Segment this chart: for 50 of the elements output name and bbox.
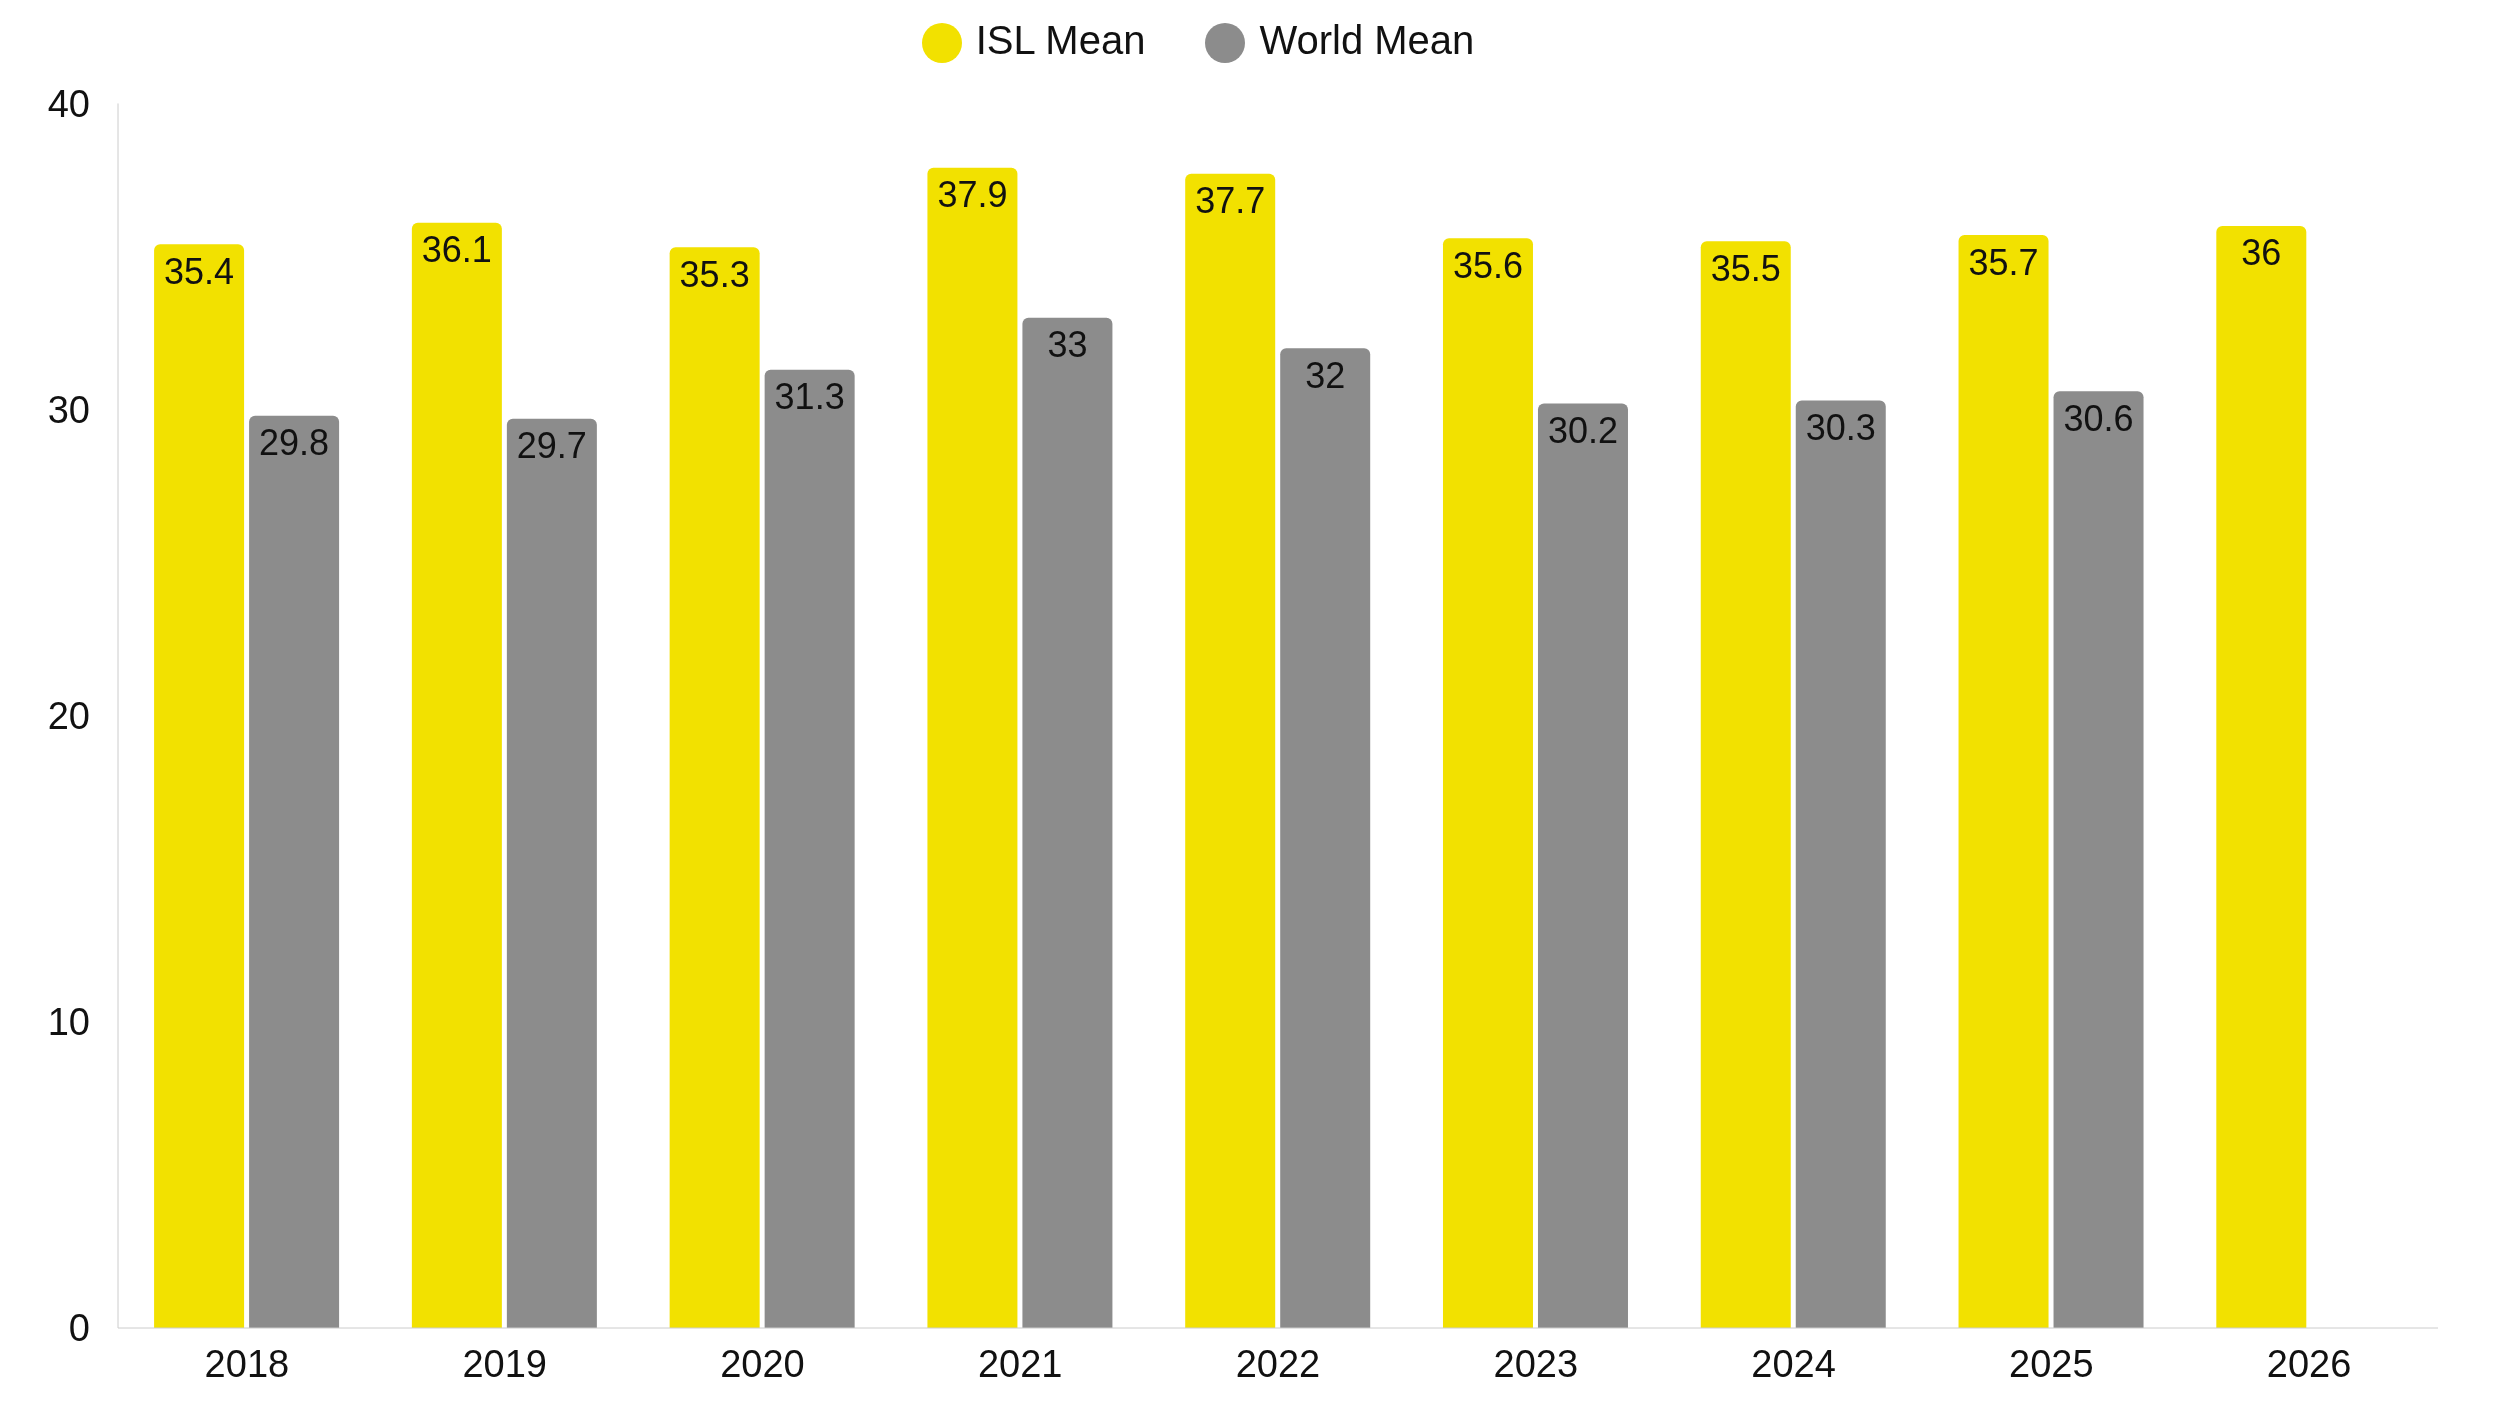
bar xyxy=(927,167,1018,1328)
bar xyxy=(154,244,245,1328)
x-tick-label: 2019 xyxy=(462,1342,547,1385)
x-tick-label: 2024 xyxy=(1751,1342,1836,1385)
data-label: 35.4 xyxy=(164,250,235,292)
bar xyxy=(764,369,855,1328)
bar xyxy=(669,247,760,1328)
legend-label: World Mean xyxy=(1259,18,1475,62)
x-tick-label: 2026 xyxy=(2266,1342,2352,1385)
bar xyxy=(1442,238,1533,1328)
data-label: 35.3 xyxy=(679,253,750,295)
data-label: 37.9 xyxy=(937,174,1008,216)
bar xyxy=(2216,225,2307,1328)
x-tick-label: 2020 xyxy=(720,1342,805,1385)
x-tick-label: 2018 xyxy=(204,1342,290,1385)
x-tick-label: 2021 xyxy=(977,1342,1063,1385)
y-tick-label: 40 xyxy=(47,82,90,125)
data-label: 35.7 xyxy=(1968,241,2039,283)
data-label: 36 xyxy=(2241,232,2282,274)
bar xyxy=(249,415,340,1328)
bar xyxy=(1795,400,1886,1328)
bar xyxy=(1185,173,1276,1328)
bar xyxy=(411,222,502,1328)
data-label: 35.6 xyxy=(1452,244,1524,286)
y-tick-label: 10 xyxy=(47,1001,90,1044)
data-label: 30.2 xyxy=(1547,410,1619,452)
data-label: 33 xyxy=(1047,324,1088,366)
bar xyxy=(1700,241,1791,1328)
y-tick-label: 30 xyxy=(47,389,90,432)
bar xyxy=(1022,317,1113,1328)
x-tick-label: 2023 xyxy=(1493,1342,1579,1385)
bar xyxy=(2053,391,2144,1328)
data-label: 29.7 xyxy=(516,425,587,467)
data-label: 37.7 xyxy=(1195,180,1266,222)
y-tick-label: 20 xyxy=(47,695,90,738)
legend-label: ISL Mean xyxy=(975,18,1146,62)
y-tick-label: 0 xyxy=(68,1307,90,1350)
data-label: 35.5 xyxy=(1710,247,1781,289)
bar xyxy=(1280,348,1371,1328)
data-label: 32 xyxy=(1305,354,1346,396)
x-tick-label: 2022 xyxy=(1235,1342,1321,1385)
data-label: 36.1 xyxy=(421,229,492,271)
bar xyxy=(1958,235,2049,1328)
bar xyxy=(1537,403,1628,1328)
bar xyxy=(506,418,597,1328)
data-label: 31.3 xyxy=(774,376,845,418)
data-label: 29.8 xyxy=(259,422,330,464)
x-tick-label: 2025 xyxy=(2009,1342,2094,1385)
data-label: 30.3 xyxy=(1805,406,1876,448)
data-label: 30.6 xyxy=(2063,397,2134,439)
